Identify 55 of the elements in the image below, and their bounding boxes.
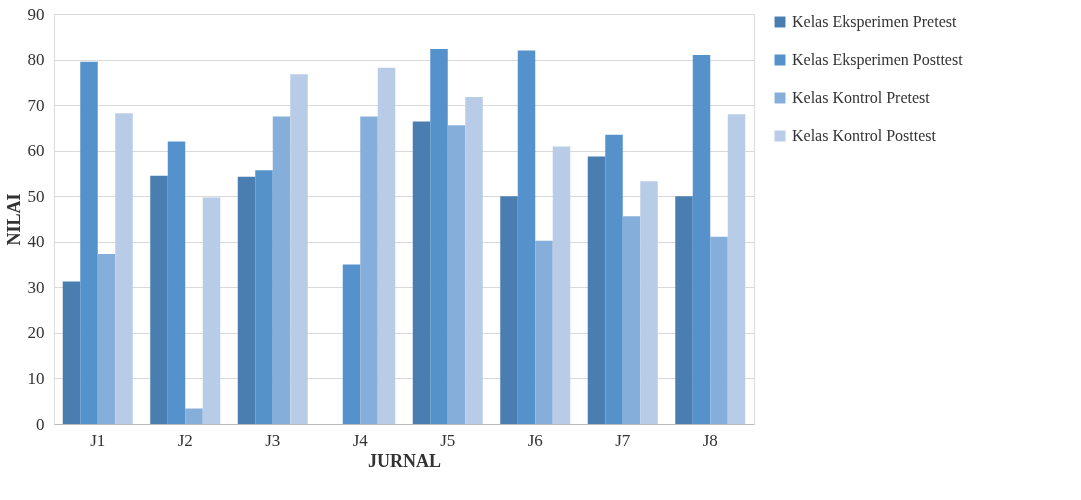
y-tick-label: 80	[27, 50, 45, 70]
bar	[377, 67, 396, 424]
bar	[430, 49, 448, 424]
x-axis-title: JURNAL	[367, 450, 442, 471]
x-tick-label: J6	[527, 430, 543, 450]
x-tick-label: J8	[702, 430, 718, 450]
bar	[517, 50, 536, 424]
bar	[692, 55, 711, 424]
bar	[500, 196, 518, 424]
x-tick-label: J7	[615, 430, 631, 450]
bar	[342, 264, 361, 424]
y-tick-label: 60	[27, 141, 45, 161]
bar	[255, 170, 273, 424]
bar	[360, 116, 378, 424]
bar	[710, 236, 728, 424]
x-tick-label: J4	[352, 430, 369, 450]
legend-label: Kelas Eksperimen Pretest	[792, 13, 957, 31]
y-tick-label: 30	[27, 277, 45, 297]
bar	[202, 197, 221, 424]
bar	[675, 196, 693, 424]
bar	[535, 240, 553, 424]
bar	[272, 116, 291, 424]
x-tick-label: J3	[265, 430, 281, 450]
y-tick-label: 40	[27, 232, 45, 252]
bar	[622, 216, 641, 424]
bar	[115, 113, 133, 424]
bar	[552, 146, 571, 424]
y-tick-label: 50	[27, 186, 45, 206]
legend-label: Kelas Kontrol Pretest	[792, 89, 931, 106]
bar	[150, 175, 168, 424]
bar	[447, 125, 466, 424]
bar	[290, 74, 308, 424]
bar	[727, 114, 746, 424]
legend-label: Kelas Kontrol Posttest	[792, 127, 937, 144]
y-tick-label: 10	[27, 368, 45, 388]
bar	[412, 121, 431, 424]
bar	[465, 96, 483, 424]
x-tick-label: J5	[440, 430, 456, 450]
bar	[62, 281, 81, 424]
bar	[80, 61, 98, 424]
x-tick-label: J2	[177, 430, 193, 450]
bar	[640, 181, 658, 424]
bar	[587, 156, 606, 424]
bar	[97, 254, 116, 424]
y-tick-label: 20	[27, 323, 45, 343]
y-tick-label: 70	[27, 95, 45, 115]
y-tick-label: 90	[27, 4, 45, 24]
bar	[167, 141, 186, 424]
bar	[185, 408, 203, 424]
bar	[237, 176, 256, 424]
y-axis-title: NILAI	[3, 193, 24, 246]
bar	[605, 134, 623, 424]
x-tick-label: J1	[90, 430, 106, 450]
y-tick-label: 0	[36, 414, 45, 434]
legend-label: Kelas Eksperimen Posttest	[792, 51, 964, 69]
